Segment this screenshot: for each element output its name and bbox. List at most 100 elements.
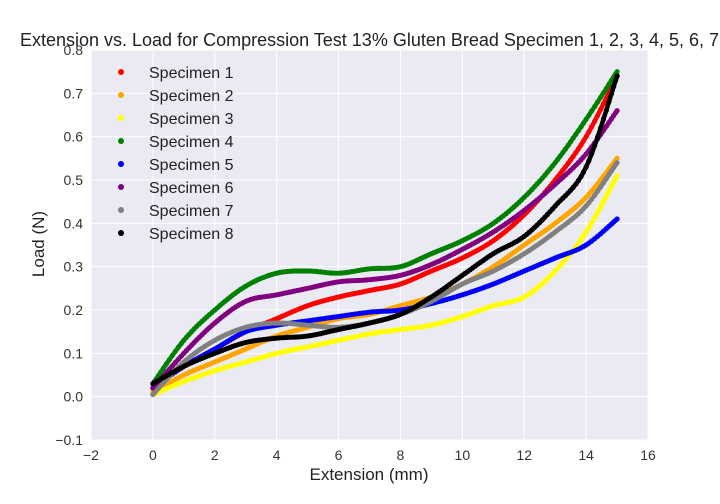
data-point: [586, 225, 592, 231]
data-point: [589, 188, 595, 194]
data-point: [598, 94, 604, 100]
data-point: [592, 118, 598, 124]
data-point: [570, 153, 576, 159]
data-point: [614, 173, 620, 179]
legend-label: Specimen 5: [149, 157, 234, 174]
data-point: [595, 209, 601, 215]
data-point: [589, 108, 595, 114]
data-point: [568, 157, 574, 163]
data-point: [172, 348, 178, 354]
x-tick-label: 6: [335, 447, 343, 463]
chart-title: Extension vs. Load for Compression Test …: [20, 30, 720, 50]
y-tick-label: 0.3: [64, 259, 84, 275]
data-point: [158, 369, 164, 375]
data-point: [600, 180, 607, 186]
data-point: [583, 134, 589, 140]
y-tick-label: 0.1: [64, 345, 84, 361]
data-point: [595, 134, 601, 140]
data-point: [583, 116, 589, 122]
legend-marker: [118, 230, 124, 236]
legend-label: Specimen 1: [149, 65, 234, 82]
data-point: [161, 365, 167, 371]
data-point: [580, 120, 587, 126]
data-point: [562, 146, 569, 152]
data-point: [603, 123, 610, 129]
legend-marker: [118, 184, 124, 190]
x-tick-label: 16: [640, 447, 656, 463]
data-point: [598, 106, 604, 113]
data-point: [592, 104, 598, 110]
legend-label: Specimen 7: [149, 203, 234, 220]
data-point: [589, 151, 595, 157]
data-point: [570, 135, 576, 141]
data-point: [575, 178, 582, 184]
data-point: [598, 204, 604, 210]
legend-marker: [118, 138, 124, 144]
legend-label: Specimen 8: [149, 226, 234, 243]
y-tick-label: 0.6: [64, 129, 84, 145]
data-point: [573, 181, 579, 187]
data-point: [595, 188, 601, 194]
x-tick-label: 0: [149, 447, 157, 463]
data-point: [595, 112, 601, 119]
data-point: [586, 112, 592, 118]
legend-marker: [118, 207, 124, 213]
data-point: [598, 184, 604, 190]
x-tick-label: 12: [516, 447, 532, 463]
y-tick-label: 0.5: [64, 172, 84, 188]
series-layer: [150, 69, 620, 398]
data-point: [575, 240, 582, 246]
data-point: [603, 193, 610, 199]
data-point: [580, 233, 587, 239]
x-tick-label: −2: [83, 447, 99, 463]
data-point: [592, 185, 598, 191]
data-point: [603, 85, 610, 91]
data-point: [163, 361, 169, 367]
x-tick-label: 14: [578, 447, 594, 463]
data-point: [589, 196, 595, 202]
data-point: [606, 188, 612, 194]
data-point: [586, 129, 592, 135]
y-tick-label: 0.4: [64, 215, 84, 231]
data-point: [600, 116, 607, 122]
series-specimen-4: [150, 69, 620, 387]
legend-marker: [118, 92, 124, 98]
data-point: [613, 78, 619, 84]
legend: Specimen 1 Specimen 2 Specimen 3 Specimen 4…: [118, 65, 234, 243]
series-specimen-8: [150, 73, 620, 387]
series-specimen-3: [150, 173, 620, 398]
data-point: [603, 107, 610, 113]
data-point: [614, 69, 620, 75]
data-point: [583, 164, 589, 170]
data-point: [611, 83, 617, 90]
data-point: [573, 131, 579, 137]
data-point: [614, 216, 620, 222]
data-point: [575, 128, 582, 134]
data-point: [589, 124, 595, 130]
data-point: [586, 158, 592, 164]
legend-label: Specimen 6: [149, 180, 234, 197]
x-tick-label: 2: [211, 447, 219, 463]
legend-marker: [118, 69, 124, 75]
data-point: [606, 98, 612, 105]
legend-marker: [118, 115, 124, 121]
data-point: [578, 237, 584, 243]
data-point: [568, 139, 574, 145]
data-point: [614, 160, 620, 166]
x-axis-label: Extension (mm): [309, 465, 428, 484]
y-axis-label: Load (N): [29, 211, 48, 277]
y-tick-label: 0.2: [64, 302, 84, 318]
data-point: [583, 229, 589, 235]
data-point: [608, 183, 615, 189]
data-point: [589, 220, 595, 226]
data-point: [600, 198, 607, 204]
data-point: [598, 125, 604, 131]
data-point: [603, 175, 610, 182]
data-point: [175, 344, 181, 350]
data-point: [580, 138, 587, 144]
data-point: [592, 215, 598, 221]
data-point: [573, 150, 579, 156]
data-point: [600, 101, 607, 107]
x-axis-ticks: −2 0 2 4 6 8 10 12 14 16: [83, 447, 656, 463]
data-point: [578, 174, 584, 180]
